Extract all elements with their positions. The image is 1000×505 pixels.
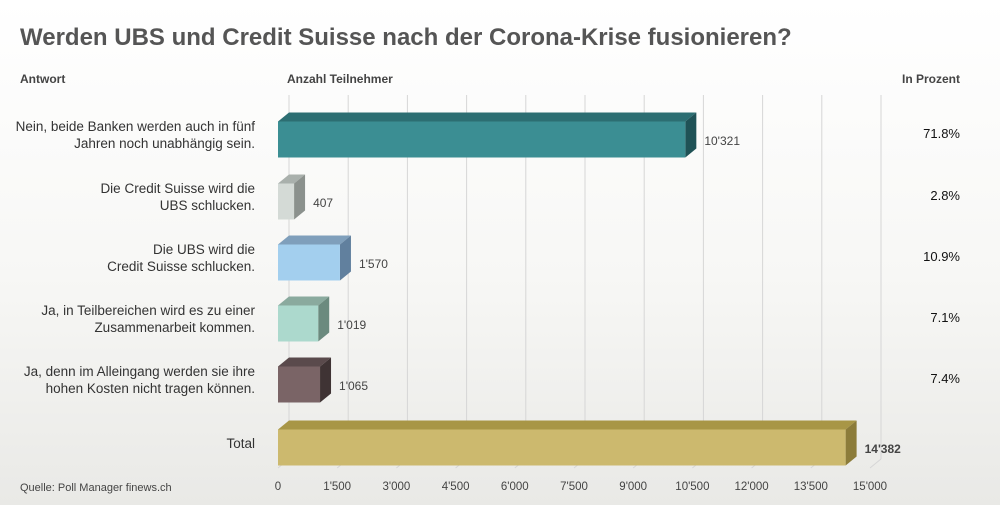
answer-label: Total	[5, 435, 255, 452]
header-count: Anzahl Teilnehmer	[287, 72, 393, 86]
answer-label: Die UBS wird die Credit Suisse schlucken.	[5, 241, 255, 275]
answer-label-line: Ja, in Teilbereichen wird es zu einer	[41, 303, 255, 318]
x-tick-label: 1'500	[323, 481, 351, 493]
value-label: 14'382	[865, 442, 902, 456]
bar-top	[278, 420, 857, 430]
x-tick-label: 12'000	[735, 481, 769, 493]
x-tick-label: 9'000	[619, 481, 647, 493]
answer-label-line: Total	[226, 435, 255, 451]
percent-value: 7.1%	[930, 310, 960, 325]
answer-label-line: hohen Kosten nicht tragen können.	[45, 381, 255, 396]
x-tick-label: 13'500	[794, 481, 828, 493]
answer-label-line: UBS schlucken.	[159, 198, 255, 213]
x-tick-label: 4'500	[442, 481, 470, 493]
bar-front	[278, 429, 846, 466]
percent-value: 2.8%	[930, 188, 960, 203]
bar-top	[278, 357, 332, 367]
x-tick-label: 6'000	[501, 481, 529, 493]
x-tick-label: 0	[275, 481, 281, 493]
answer-label-line: Die UBS wird die	[152, 242, 255, 257]
bar-side	[320, 357, 332, 403]
answer-label-line: Credit Suisse schlucken.	[107, 259, 255, 274]
bar-top	[278, 112, 697, 122]
answer-label-line: Ja, denn im Alleingang werden sie ihre	[23, 364, 255, 379]
bar	[278, 357, 332, 403]
answer-label-line: Jahren noch unabhängig sein.	[74, 136, 255, 151]
percent-value: 7.4%	[930, 371, 960, 386]
percent-value: 10.9%	[923, 249, 960, 264]
bar	[278, 112, 697, 158]
header-percent: In Prozent	[901, 72, 960, 86]
bar-top	[278, 174, 306, 184]
x-tick-label: 10'500	[675, 481, 709, 493]
bar-side	[318, 296, 330, 342]
answer-label: Ja, in Teilbereichen wird es zu einer Zus…	[5, 302, 255, 336]
bar-front	[278, 366, 321, 403]
bar-front	[278, 244, 340, 281]
header-answer: Antwort	[20, 72, 66, 86]
value-label: 1'570	[359, 257, 388, 271]
bar	[278, 296, 330, 342]
gridline-floor	[869, 458, 882, 469]
x-tick-label: 3'000	[383, 481, 411, 493]
bar	[278, 174, 306, 220]
answer-label-line: Die Credit Suisse wird die	[100, 181, 255, 196]
bar-front	[278, 121, 686, 158]
value-label: 1'065	[339, 379, 368, 393]
bar-front	[278, 183, 295, 220]
answer-label-line: Nein, beide Banken werden auch in fünf	[15, 119, 255, 134]
source-note: Quelle: Poll Manager finews.ch	[20, 482, 172, 494]
value-label: 10'321	[704, 134, 740, 148]
bar	[278, 235, 351, 281]
bar-top	[278, 235, 351, 245]
bar-side	[685, 112, 697, 158]
answer-label: Nein, beide Banken werden auch in fünf Ja…	[5, 118, 255, 152]
chart-title: Werden UBS und Credit Suisse nach der Co…	[20, 24, 792, 51]
percent-value: 71.8%	[923, 126, 960, 141]
bar-side	[845, 420, 857, 466]
bar-front	[278, 305, 319, 342]
answer-label: Ja, denn im Alleingang werden sie ihre ho…	[5, 363, 255, 397]
value-label: 407	[313, 196, 333, 210]
x-tick-label: 15'000	[853, 481, 887, 493]
bar	[278, 420, 857, 466]
answer-label: Die Credit Suisse wird die UBS schlucken.	[5, 180, 255, 214]
bar-top	[278, 296, 330, 306]
answer-label-line: Zusammenarbeit kommen.	[94, 320, 255, 335]
bar-side	[339, 235, 351, 281]
x-tick-label: 7'500	[560, 481, 588, 493]
value-label: 1'019	[337, 318, 366, 332]
bar-side	[294, 174, 306, 220]
